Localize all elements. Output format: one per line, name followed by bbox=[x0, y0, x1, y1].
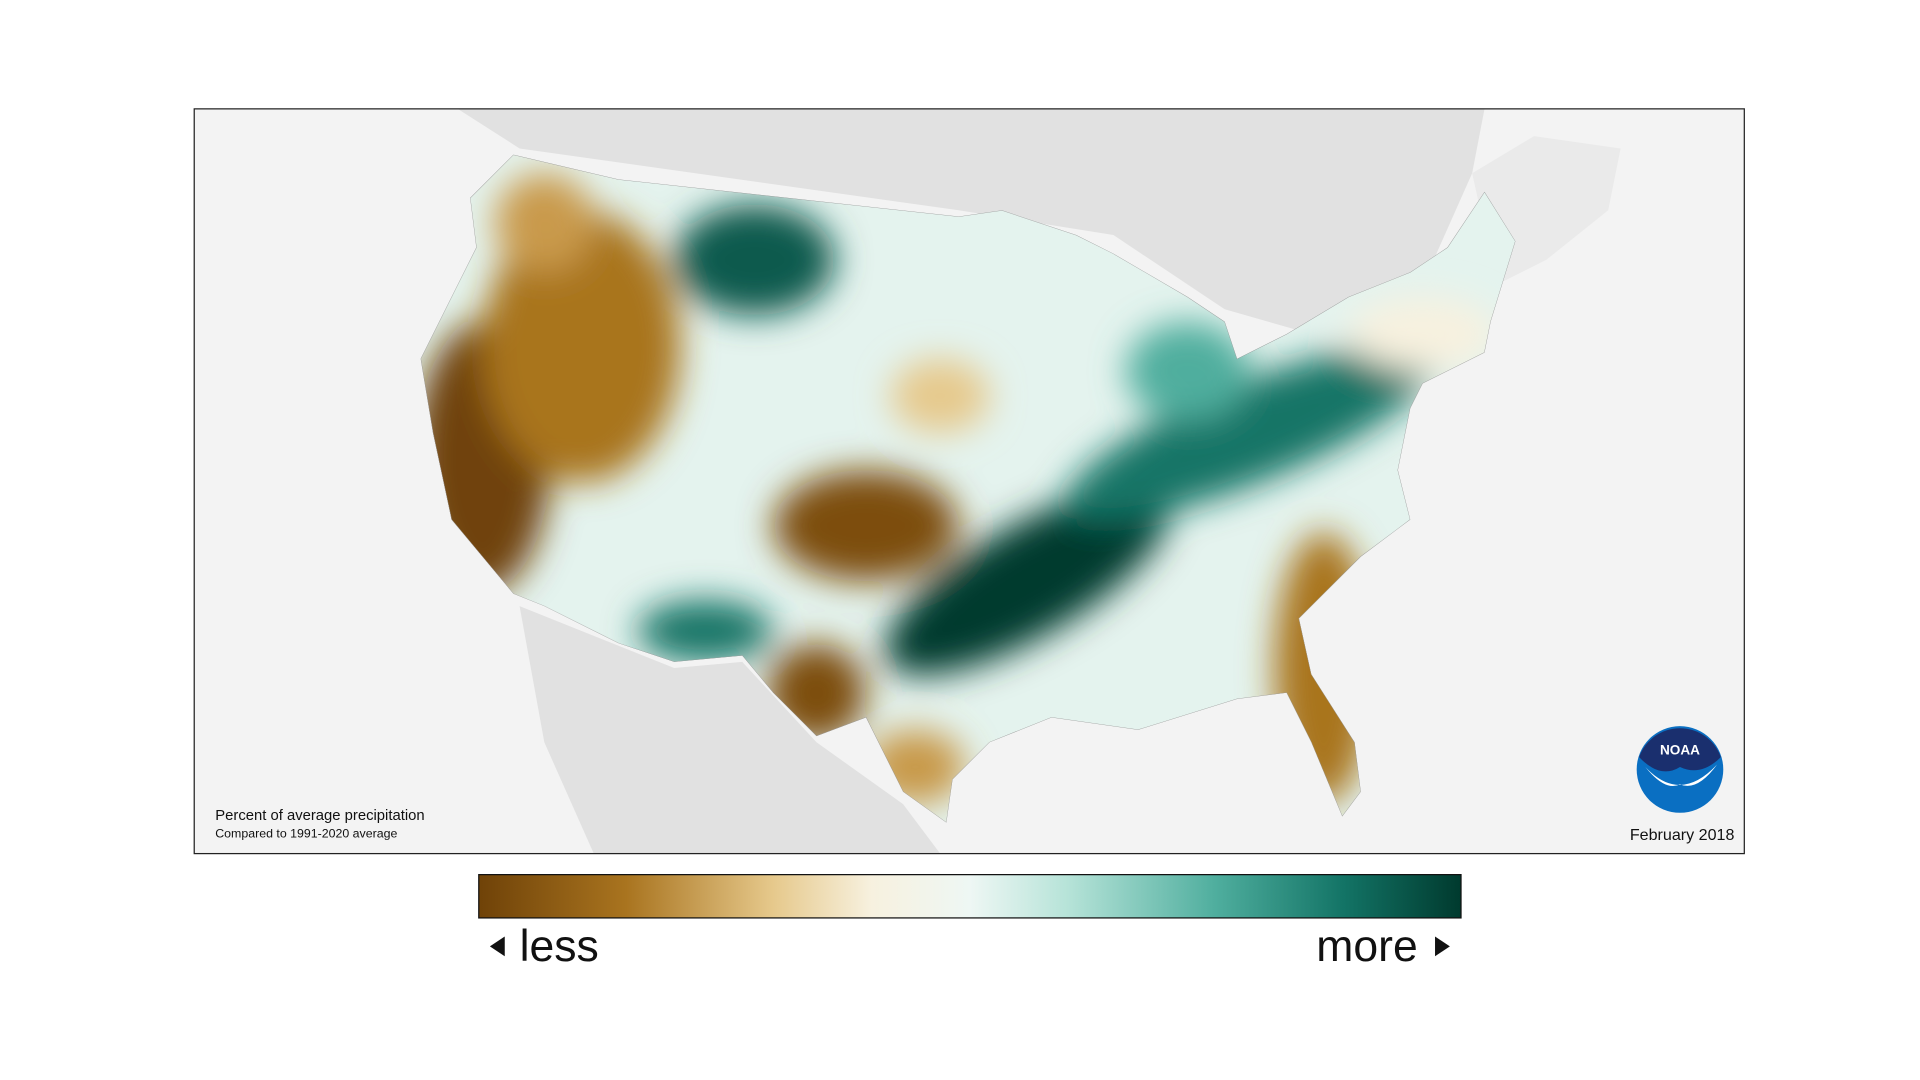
mexico bbox=[519, 606, 941, 854]
map-content: Percent of average precipitation Compare… bbox=[193, 108, 1745, 971]
basemap bbox=[457, 108, 1621, 854]
arrow-right bbox=[1435, 936, 1450, 957]
canada bbox=[457, 108, 1485, 335]
date: February 2018 bbox=[1630, 826, 1735, 844]
map-frame bbox=[193, 108, 1745, 855]
legend-high: more bbox=[1316, 922, 1417, 971]
caption-title: Percent of average precipitation bbox=[215, 808, 424, 824]
color-bar bbox=[478, 874, 1462, 919]
logo-text: NOAA bbox=[1660, 743, 1700, 758]
legend-low: less bbox=[520, 922, 599, 971]
caption-subtitle: Compared to 1991-2020 average bbox=[215, 827, 397, 841]
arrow-left bbox=[489, 936, 505, 957]
noaa-logo: NOAA bbox=[1636, 726, 1724, 813]
